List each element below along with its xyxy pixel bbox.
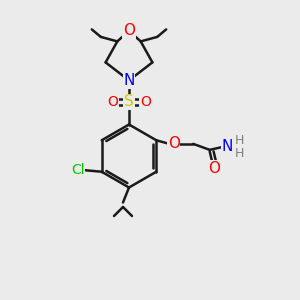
- Text: O: O: [140, 95, 151, 109]
- Text: H: H: [234, 147, 244, 160]
- Text: N: N: [222, 140, 233, 154]
- Text: N: N: [123, 73, 135, 88]
- Text: S: S: [124, 94, 134, 110]
- Text: O: O: [107, 95, 118, 109]
- Text: Cl: Cl: [71, 163, 85, 177]
- Text: O: O: [208, 161, 220, 176]
- Text: O: O: [168, 136, 180, 152]
- Text: O: O: [123, 23, 135, 38]
- Text: H: H: [234, 134, 244, 147]
